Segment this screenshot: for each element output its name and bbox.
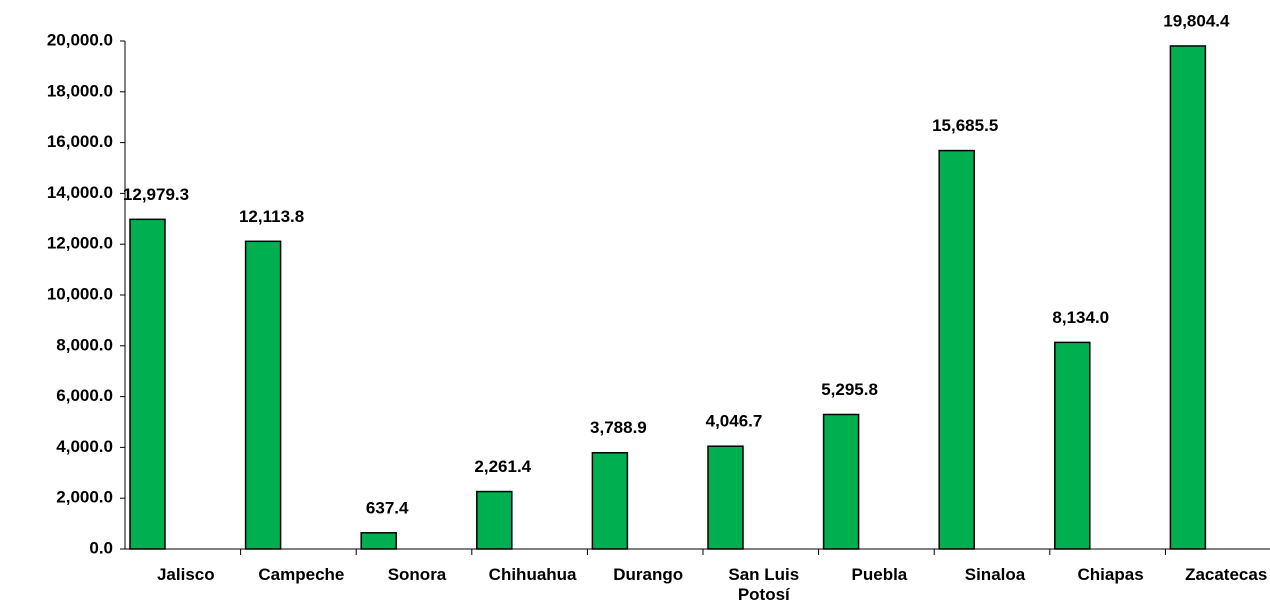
bar <box>707 445 744 550</box>
x-tick-label: Jalisco <box>156 565 215 584</box>
bar <box>591 452 629 550</box>
value-label: 12,979.3 <box>123 185 189 204</box>
bar <box>938 149 975 550</box>
bar <box>360 532 397 550</box>
bar <box>822 413 860 550</box>
bar <box>1169 45 1207 550</box>
y-tick-label: 18,000.0 <box>47 81 113 100</box>
y-tick-label: 14,000.0 <box>47 183 113 202</box>
x-tick-label: Sinaloa <box>964 565 1026 584</box>
value-label: 637.4 <box>366 498 409 517</box>
bar <box>1054 341 1091 550</box>
y-tick-label: 16,000.0 <box>47 132 113 151</box>
value-label: 15,685.5 <box>932 116 998 135</box>
value-label: 4,046.7 <box>706 412 763 431</box>
y-tick-label: 0.0 <box>89 538 113 557</box>
bar <box>476 490 513 550</box>
y-tick-label: 10,000.0 <box>47 284 113 303</box>
x-tick-label: Chiapas <box>1077 565 1144 584</box>
x-tick-label: Puebla <box>851 565 908 584</box>
x-tick-label: Sonora <box>387 565 447 584</box>
x-tick-label: San Luis Potosí <box>728 565 800 604</box>
value-label: 3,788.9 <box>590 418 647 437</box>
value-label: 19,804.4 <box>1163 11 1230 30</box>
value-label: 5,295.8 <box>821 380 878 399</box>
y-tick-label: 2,000.0 <box>56 488 113 507</box>
value-label: 12,113.8 <box>239 207 304 226</box>
value-label: 2,261.4 <box>474 457 531 476</box>
x-tick-label: Chihuahua <box>488 565 577 584</box>
y-tick-label: 6,000.0 <box>56 386 113 405</box>
bar <box>129 218 166 550</box>
x-tick-label: Zacatecas <box>1185 565 1268 584</box>
x-tick-label: Durango <box>613 565 684 584</box>
bar <box>244 240 282 550</box>
x-tick-label: Campeche <box>258 565 345 584</box>
y-tick-label: 12,000.0 <box>47 234 113 253</box>
y-tick-label: 20,000.0 <box>47 30 113 49</box>
y-tick-label: 4,000.0 <box>56 437 113 456</box>
value-label: 8,134.0 <box>1052 308 1109 327</box>
y-tick-label: 8,000.0 <box>56 335 113 354</box>
